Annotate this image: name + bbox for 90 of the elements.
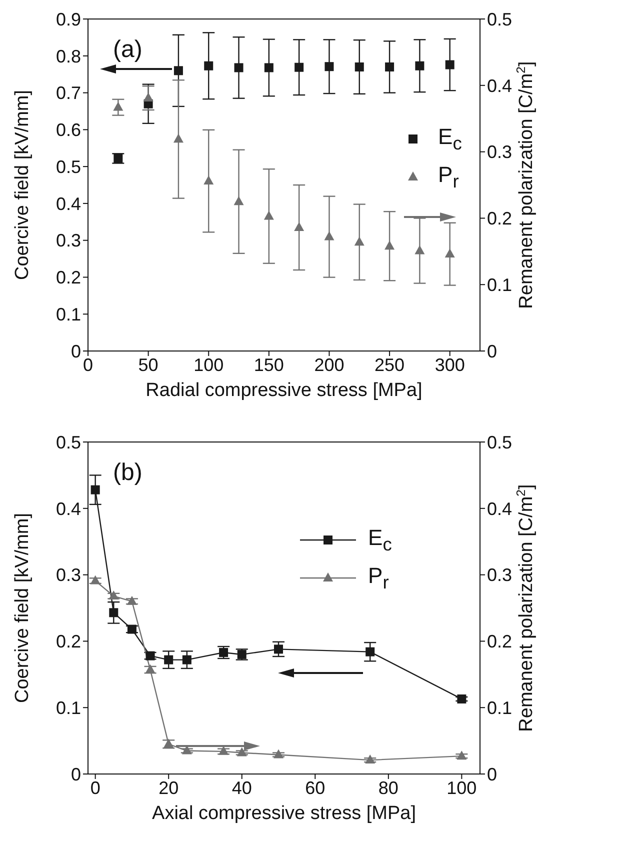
point xyxy=(264,210,274,220)
y2-tick-label: 0.5 xyxy=(487,9,512,30)
y2-tick-label: 0.5 xyxy=(487,432,512,452)
x-axis-title: Axial compressive stress [MPa] xyxy=(152,803,416,824)
point xyxy=(182,655,192,664)
annotation: (a) xyxy=(113,36,142,64)
x-tick-label: 0 xyxy=(90,778,100,798)
x-tick-label: 50 xyxy=(138,354,158,375)
point xyxy=(457,694,466,704)
y-tick-label: 0.9 xyxy=(56,9,81,30)
y2-tick-label: 0 xyxy=(487,341,498,362)
point xyxy=(143,92,154,102)
y-tick-label: 0 xyxy=(70,341,81,362)
legend-label: P$_{r}$ xyxy=(438,162,459,192)
y-tick-label: 0.2 xyxy=(56,268,81,288)
x-tick-label: 100 xyxy=(194,354,224,375)
legend-label: P$_{r}$ xyxy=(368,562,389,594)
point xyxy=(366,647,375,656)
x-tick-label: 80 xyxy=(378,778,398,798)
y-tick-label: 0.7 xyxy=(56,83,81,104)
point xyxy=(445,60,454,70)
y2-tick-label: 0.1 xyxy=(487,274,512,295)
point xyxy=(218,746,229,755)
y2-tick-label: 0.3 xyxy=(487,565,512,586)
point xyxy=(324,62,334,72)
x-tick-label: 60 xyxy=(305,778,326,798)
x-axis-title: Radial compressive stress [MPa] xyxy=(146,380,422,401)
y-tick-label: 0.5 xyxy=(56,432,81,452)
point xyxy=(108,590,119,600)
point xyxy=(173,134,184,143)
y-tick-label: 0.4 xyxy=(56,194,81,214)
point xyxy=(415,61,424,70)
x-tick-label: 150 xyxy=(254,354,284,375)
y2-tick-label: 0.3 xyxy=(487,142,512,162)
point xyxy=(264,63,274,72)
point xyxy=(204,61,214,70)
y-tick-label: 0.6 xyxy=(56,120,81,140)
point xyxy=(174,66,183,76)
point xyxy=(414,245,425,254)
x-tick-label: 250 xyxy=(374,354,405,375)
point xyxy=(109,608,118,618)
point xyxy=(236,747,247,756)
point xyxy=(274,749,284,758)
point xyxy=(219,648,228,657)
y-tick-label: 0.8 xyxy=(56,46,81,66)
y2-tick-label: 0.4 xyxy=(487,498,512,519)
y-tick-label: 0.1 xyxy=(56,698,81,718)
annotation: (b) xyxy=(113,459,142,487)
point xyxy=(127,624,136,634)
y-tick-label: 0.1 xyxy=(56,304,81,324)
point xyxy=(294,62,304,72)
point xyxy=(444,248,455,258)
point xyxy=(113,102,124,111)
point xyxy=(384,240,395,250)
x-tick-label: 20 xyxy=(158,778,179,798)
x-tick-label: 300 xyxy=(434,354,465,375)
x-tick-label: 100 xyxy=(446,778,477,798)
point xyxy=(385,62,394,72)
point xyxy=(234,196,244,206)
point xyxy=(274,644,284,654)
y-tick-label: 0 xyxy=(70,764,81,784)
point xyxy=(204,176,214,185)
y2-tick-label: 0.1 xyxy=(487,698,512,718)
point xyxy=(365,754,376,764)
point xyxy=(164,655,174,664)
point xyxy=(354,236,364,246)
y2-tick-label: 0 xyxy=(487,764,498,784)
point xyxy=(126,596,137,605)
y-axis-title: Coercive field [kV/mm] xyxy=(12,90,33,280)
point xyxy=(456,750,467,760)
point xyxy=(146,651,155,660)
y-tick-label: 0.5 xyxy=(56,156,81,177)
point xyxy=(234,63,244,72)
y2-tick-label: 0.4 xyxy=(487,76,512,96)
point xyxy=(294,222,304,231)
legend-label: E$_{c}$ xyxy=(368,524,392,556)
x-tick-label: 40 xyxy=(232,778,252,798)
y2-tick-label: 0.2 xyxy=(487,632,512,652)
y-tick-label: 0.3 xyxy=(56,230,81,251)
y-tick-label: 0.3 xyxy=(56,565,81,586)
point xyxy=(354,62,364,72)
point xyxy=(90,575,100,584)
y2-tick-label: 0.2 xyxy=(487,208,512,229)
y-tick-label: 0.4 xyxy=(56,498,81,519)
y-axis-title: Coercive field [kV/mm] xyxy=(12,512,33,704)
x-tick-label: 200 xyxy=(314,354,344,375)
legend-label: E$_{c}$ xyxy=(438,124,462,154)
point xyxy=(324,231,334,240)
y-tick-label: 0.2 xyxy=(56,632,81,652)
point xyxy=(90,485,100,494)
